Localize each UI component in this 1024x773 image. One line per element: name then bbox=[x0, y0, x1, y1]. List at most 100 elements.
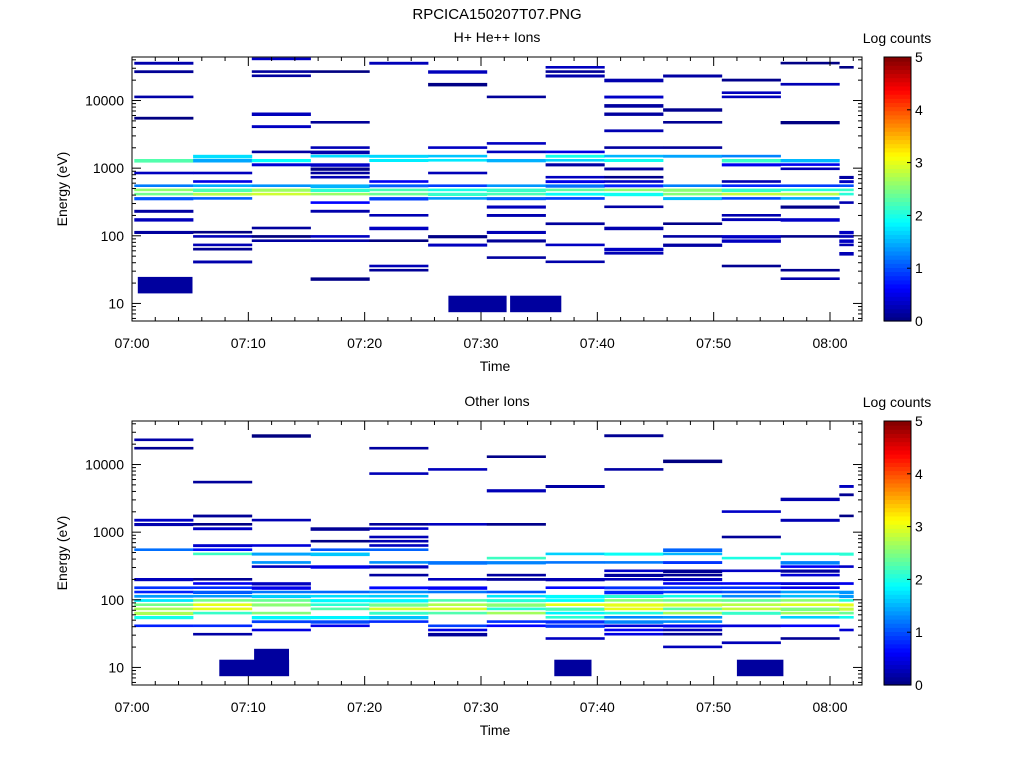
colorbar-swatch bbox=[884, 532, 911, 538]
heatmap-cell bbox=[310, 527, 370, 531]
colorbar-swatch bbox=[884, 110, 911, 116]
heatmap-cell bbox=[545, 175, 605, 179]
heatmap-cell bbox=[545, 578, 605, 582]
heatmap-cell bbox=[721, 197, 781, 200]
x-tick-label: 08:00 bbox=[812, 335, 847, 351]
heatmap-cell bbox=[251, 628, 311, 632]
heatmap-cell bbox=[545, 485, 605, 488]
heatmap-cell bbox=[663, 569, 723, 574]
colorbar-swatch bbox=[884, 300, 911, 306]
heatmap-cell bbox=[604, 112, 664, 116]
heatmap-cell bbox=[780, 235, 840, 238]
heatmap-cell bbox=[663, 552, 723, 556]
heatmap-cell bbox=[369, 472, 429, 475]
heatmap-cell bbox=[193, 171, 253, 175]
heatmap-cell bbox=[839, 599, 854, 602]
heatmap-cell bbox=[369, 620, 429, 623]
heatmap-cell bbox=[721, 239, 781, 243]
x-tick-label: 07:20 bbox=[347, 699, 382, 715]
heatmap-cell bbox=[251, 603, 311, 607]
heatmap-cell bbox=[369, 154, 429, 158]
colorbar-swatch bbox=[884, 652, 911, 657]
heatmap-cell bbox=[545, 70, 605, 73]
heatmap-cell bbox=[545, 599, 605, 602]
heatmap-cell bbox=[486, 455, 546, 458]
heatmap-cell bbox=[134, 70, 194, 74]
heatmap-cell bbox=[839, 235, 854, 238]
colorbar-swatch bbox=[884, 445, 911, 451]
colorbar-tick-label: 1 bbox=[915, 624, 923, 640]
heatmap-cell bbox=[721, 180, 781, 183]
heatmap-cell bbox=[369, 616, 429, 620]
colorbar-swatch bbox=[884, 160, 911, 165]
heatmap-cell bbox=[663, 197, 723, 201]
heatmap-cell bbox=[251, 434, 311, 438]
heatmap-cell bbox=[839, 239, 854, 243]
heatmap-cell bbox=[134, 607, 194, 611]
colorbar-tick-label: 1 bbox=[915, 260, 923, 276]
heatmap-cell bbox=[604, 184, 664, 188]
heatmap-cell bbox=[839, 616, 854, 619]
colorbar-swatch bbox=[884, 606, 911, 612]
heatmap-cell bbox=[721, 192, 781, 196]
heatmap-cell bbox=[134, 599, 194, 602]
heatmap-cell bbox=[428, 611, 488, 615]
colorbar: 0 1 2 3 4 5 Log counts bbox=[863, 394, 932, 693]
heatmap-cell bbox=[428, 82, 488, 87]
heatmap-cell bbox=[780, 167, 840, 171]
heatmap-cell bbox=[251, 594, 311, 599]
heatmap-cell bbox=[369, 607, 429, 611]
heatmap-cell bbox=[780, 197, 840, 200]
heatmap-cell bbox=[604, 104, 664, 108]
colorbar-swatch bbox=[884, 421, 911, 426]
colorbar-swatch bbox=[884, 176, 911, 182]
heatmap-cell bbox=[134, 523, 194, 527]
colorbar-swatch bbox=[884, 495, 911, 500]
heatmap-cell bbox=[663, 561, 723, 564]
colorbar-tick-label: 5 bbox=[915, 413, 923, 429]
colorbar-swatch bbox=[884, 139, 911, 145]
heatmap-cell bbox=[604, 252, 664, 255]
heatmap-cell bbox=[604, 468, 664, 471]
heatmap-cell bbox=[839, 201, 854, 204]
heatmap-cell bbox=[663, 645, 723, 649]
heatmap-cell bbox=[134, 197, 194, 201]
colorbar-swatch bbox=[884, 598, 911, 604]
heatmap-cell bbox=[663, 603, 723, 607]
heatmap-cell bbox=[486, 599, 546, 603]
heatmap-cell bbox=[721, 78, 781, 82]
x-tick-label: 07:50 bbox=[696, 699, 731, 715]
heatmap-cell bbox=[369, 611, 429, 615]
colorbar-swatch bbox=[884, 131, 911, 136]
heatmap-cell bbox=[663, 582, 723, 585]
heatmap-cell bbox=[545, 74, 605, 78]
heatmap-cell bbox=[780, 637, 840, 640]
colorbar-swatch bbox=[884, 90, 911, 95]
y-tick-label: 10000 bbox=[85, 93, 124, 109]
colorbar-swatch bbox=[884, 635, 911, 641]
colorbar-swatch bbox=[884, 553, 911, 558]
heatmap-cell bbox=[604, 607, 664, 611]
heatmap-cell bbox=[604, 561, 664, 564]
heatmap-cell bbox=[193, 235, 253, 238]
colorbar-swatch bbox=[884, 639, 911, 645]
colorbar-swatch bbox=[884, 180, 911, 186]
colorbar-swatch bbox=[884, 263, 911, 268]
heatmap-cell bbox=[604, 180, 664, 183]
heatmap-cell bbox=[545, 66, 605, 69]
heatmap-cell bbox=[780, 218, 840, 222]
colorbar-swatch bbox=[884, 590, 911, 595]
heatmap-cell bbox=[780, 624, 840, 628]
heatmap-cell bbox=[721, 582, 781, 585]
heatmap-cell bbox=[780, 188, 840, 192]
heatmap-cell bbox=[251, 611, 311, 615]
colorbar-swatch bbox=[884, 201, 911, 207]
heatmap-cell bbox=[193, 599, 253, 602]
colorbar-swatch bbox=[884, 57, 911, 62]
colorbar-swatch bbox=[884, 283, 911, 289]
heatmap-cell bbox=[780, 590, 840, 594]
heatmap-cell bbox=[604, 226, 664, 231]
heatmap-cell bbox=[663, 586, 723, 590]
